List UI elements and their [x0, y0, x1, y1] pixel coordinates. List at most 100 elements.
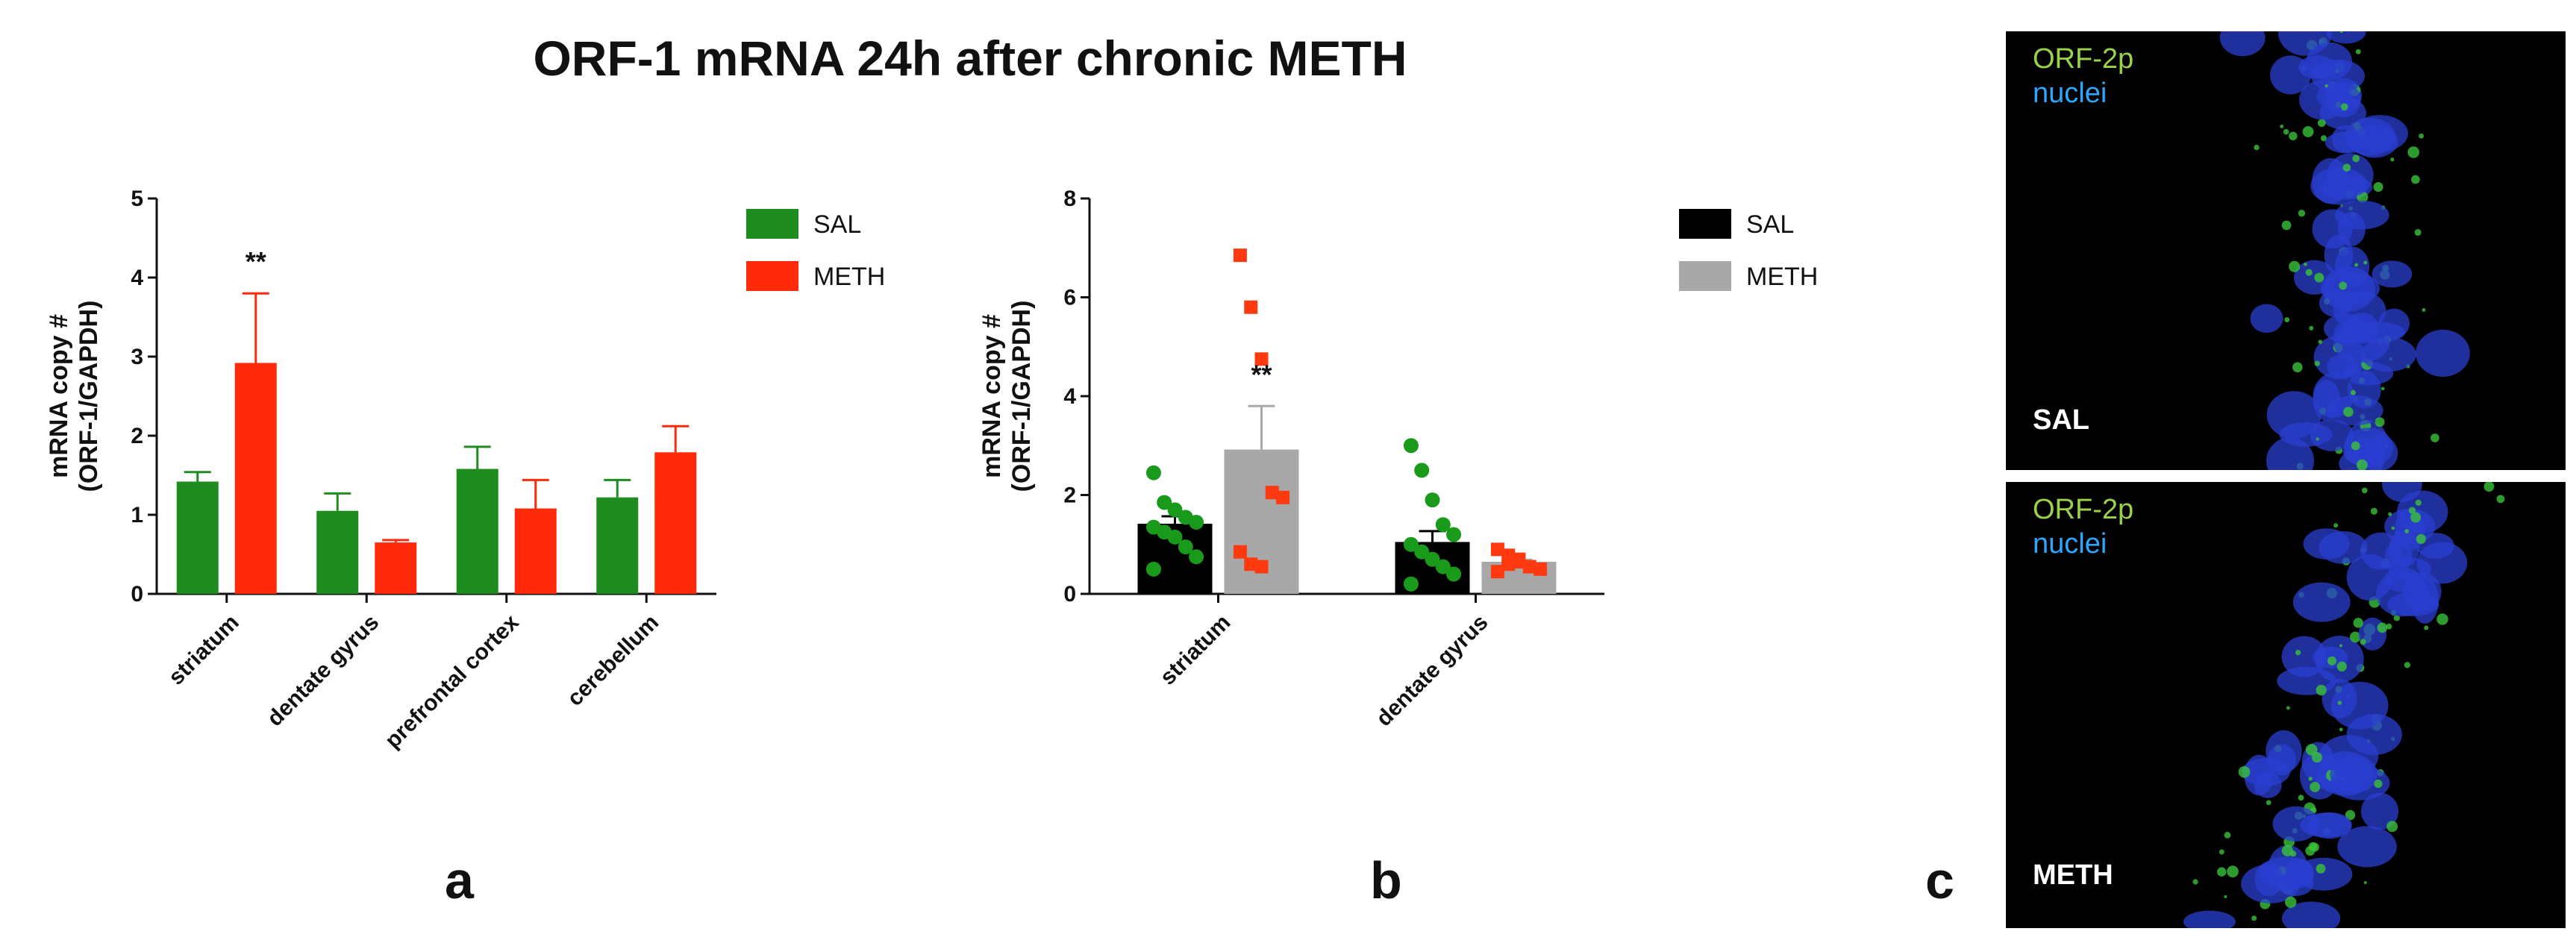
nucleus-blob [2325, 31, 2366, 44]
nucleus-blob [2325, 131, 2369, 154]
orf2p-signal [2337, 701, 2342, 705]
orf2p-signal [2373, 182, 2383, 192]
orf2p-signal [2386, 623, 2392, 630]
orf2p-signal [2216, 867, 2227, 877]
marker-label-meth: ORF-2p [2033, 494, 2134, 525]
orf2p-signal [2416, 533, 2426, 545]
category-label: dentate gyrus [263, 610, 384, 731]
legend-label-meth: METH [813, 263, 885, 291]
chart-a: 0 1 2 3 4 5 mRNA copy #(ORF-1/GAPDH) ** striatum… [45, 187, 885, 754]
orf2p-signal [2352, 154, 2360, 163]
orf2p-signal [2483, 482, 2495, 492]
chart-b: 0 2 4 6 8 mRNA copy #(ORF-1/GAPDH) ** striatum d… [978, 187, 1818, 731]
nucleus-blob [2266, 730, 2302, 773]
y-tick-label: 2 [1063, 483, 1076, 508]
nucleus-blob [2333, 323, 2390, 363]
orf2p-signal [2370, 507, 2378, 515]
nucleus-blob [2322, 678, 2357, 718]
micrograph-meth: ORF-2p nuclei METH [2006, 482, 2566, 928]
orf2p-signal [2415, 499, 2422, 506]
orf2p-signal [2327, 656, 2337, 665]
y-tick-label: 2 [131, 424, 143, 448]
y-tick-label: 5 [131, 187, 143, 211]
stain-label-meth: nuclei [2033, 528, 2107, 560]
orf2p-signal [2345, 809, 2356, 821]
data-point-meth [1233, 545, 1247, 559]
category-label: striatum [164, 610, 244, 690]
data-point-sal [1435, 559, 1451, 574]
orf2p-signal [2342, 163, 2351, 172]
significance-marker: ** [246, 246, 266, 277]
orf2p-signal [2325, 84, 2328, 88]
orf2p-signal [2361, 487, 2368, 494]
category-label: prefrontal cortex [381, 610, 524, 753]
data-point-sal [1403, 536, 1419, 552]
data-point-sal [1189, 549, 1204, 565]
orf2p-signal [2281, 845, 2293, 856]
data-point-sal [1178, 539, 1193, 555]
orf2p-signal [2410, 512, 2422, 523]
data-point-meth [1501, 557, 1516, 571]
data-point-meth [1522, 560, 1536, 574]
y-tick-label: 3 [131, 345, 143, 369]
bar-meth-0 [234, 363, 277, 594]
orf2p-signal [2289, 260, 2301, 272]
orf2p-signal [2227, 865, 2239, 878]
orf2p-signal [2430, 433, 2439, 442]
nucleus-blob [2330, 765, 2390, 801]
significance-marker: ** [1251, 359, 1272, 389]
orf2p-signal [2350, 389, 2356, 395]
orf2p-signal [2354, 263, 2359, 267]
nucleus-blob [2416, 533, 2454, 560]
figure-title: ORF-1 mRNA 24h after chronic METH [533, 31, 1407, 86]
orf2p-signal [2316, 863, 2326, 874]
data-point-sal [1157, 495, 1172, 510]
orf2p-signal [2414, 229, 2422, 237]
nucleus-blob [2183, 910, 2236, 928]
orf2p-signal [2305, 845, 2316, 856]
condition-label-sal: SAL [2033, 404, 2089, 436]
condition-label-meth: METH [2033, 859, 2113, 891]
orf2p-signal [2238, 765, 2251, 778]
orf2p-signal [2224, 831, 2231, 839]
orf2p-signal [2419, 133, 2425, 139]
nucleus-blob [2346, 713, 2402, 755]
y-tick-label: 4 [1063, 384, 1076, 409]
orf2p-signal [2254, 144, 2260, 151]
nucleus-blob [2416, 329, 2470, 377]
orf2p-signal [2363, 260, 2368, 265]
micrograph-meth-image [2183, 482, 2505, 928]
data-point-meth [1244, 300, 1258, 314]
legend-swatch-sal [746, 209, 798, 239]
legend-swatch-sal [1679, 209, 1731, 239]
nucleus-blob [2376, 571, 2429, 617]
data-point-sal [1403, 576, 1419, 592]
data-point-sal [1425, 551, 1440, 567]
data-point-sal [1167, 529, 1183, 545]
legend-label-sal: SAL [1746, 210, 1794, 239]
orf2p-signal [2424, 625, 2429, 630]
orf2p-signal [2391, 526, 2395, 530]
orf2p-signal [2318, 339, 2323, 344]
data-point-sal [1189, 514, 1204, 530]
orf2p-signal [2314, 272, 2325, 283]
orf2p-signal [2374, 779, 2383, 789]
orf2p-signal [2219, 849, 2225, 855]
y-axis-title: mRNA copy #(ORF-1/GAPDH) [978, 301, 1036, 492]
nucleus-blob [2281, 636, 2327, 677]
y-axis-title-line2: (ORF-1/GAPDH) [75, 301, 103, 492]
orf2p-signal [2304, 262, 2307, 266]
nucleus-blob [2319, 289, 2354, 318]
orf2p-signal [2393, 615, 2401, 621]
y-tick-label: 6 [1063, 286, 1076, 310]
nucleus-blob [2219, 31, 2266, 57]
orf2p-signal [2351, 441, 2360, 451]
data-point-sal [1435, 517, 1451, 533]
category-label: cerebellum [563, 610, 663, 711]
nucleus-blob [2343, 427, 2393, 468]
orf2p-signal [2496, 495, 2505, 504]
orf2p-signal [2316, 437, 2319, 441]
orf2p-signal [2298, 210, 2306, 217]
nucleus-blob [2281, 901, 2341, 928]
bar-meth-3 [654, 452, 697, 594]
